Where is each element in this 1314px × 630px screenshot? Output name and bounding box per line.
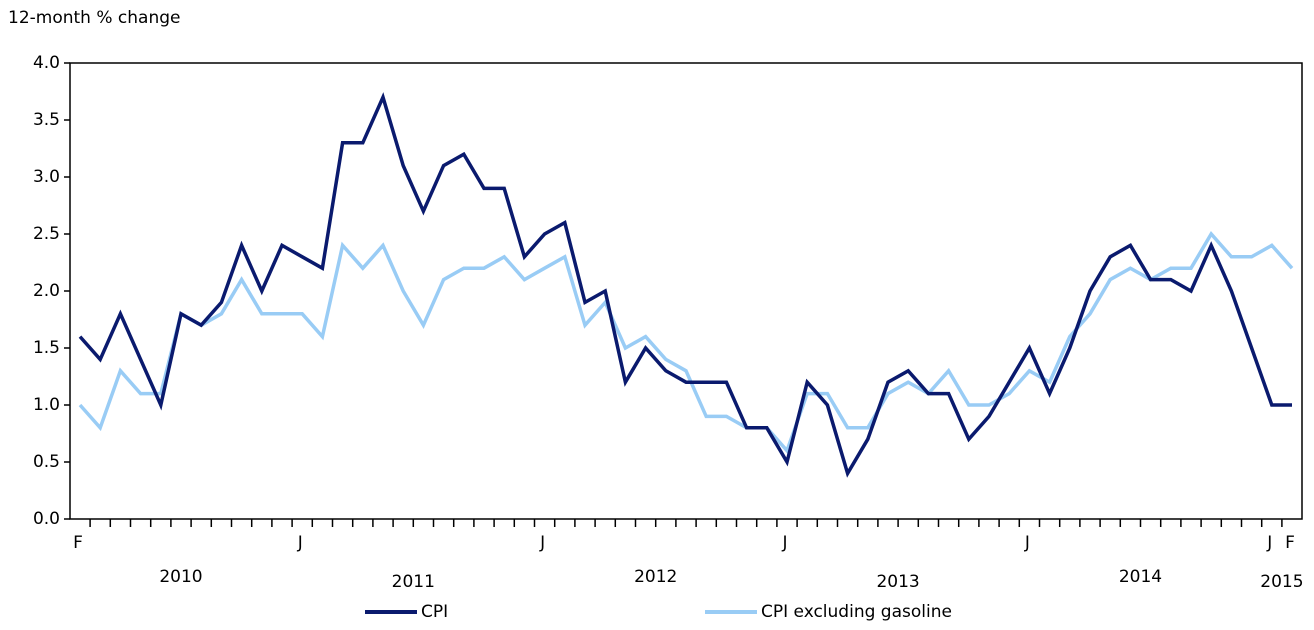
y-tick-label: 2.5 xyxy=(33,224,60,244)
year-label: 2015 xyxy=(1260,572,1303,592)
plot-frame xyxy=(69,62,1303,520)
year-label: 2014 xyxy=(1119,567,1162,587)
series-line xyxy=(78,231,1294,454)
year-label: 2012 xyxy=(634,567,677,587)
year-label: 2010 xyxy=(159,567,202,587)
year-label: 2011 xyxy=(392,572,435,592)
y-axis-label: 12-month % change xyxy=(8,8,180,28)
y-tick-label: 1.0 xyxy=(33,395,60,415)
series-line xyxy=(78,92,1292,478)
x-tick-label: J xyxy=(297,533,303,553)
y-tick-label: 3.0 xyxy=(33,167,60,187)
x-tick-label: J xyxy=(781,533,787,553)
y-tick-label: 4.0 xyxy=(33,53,60,73)
x-tick-label: F xyxy=(73,533,83,553)
y-tick-label: 2.0 xyxy=(33,281,60,301)
y-tick-label: 0.5 xyxy=(33,452,60,472)
y-tick-label: 1.5 xyxy=(33,338,60,358)
x-tick-label: J xyxy=(1024,533,1030,553)
legend-label: CPI excluding gasoline xyxy=(761,602,952,622)
x-tick-label: F xyxy=(1285,533,1295,553)
y-tick-label: 3.5 xyxy=(33,110,60,130)
x-tick-label: J xyxy=(1266,533,1272,553)
year-label: 2013 xyxy=(876,572,919,592)
legend-label: CPI xyxy=(421,602,448,622)
x-tick-label: J xyxy=(539,533,545,553)
y-tick-label: 0.0 xyxy=(33,509,60,529)
